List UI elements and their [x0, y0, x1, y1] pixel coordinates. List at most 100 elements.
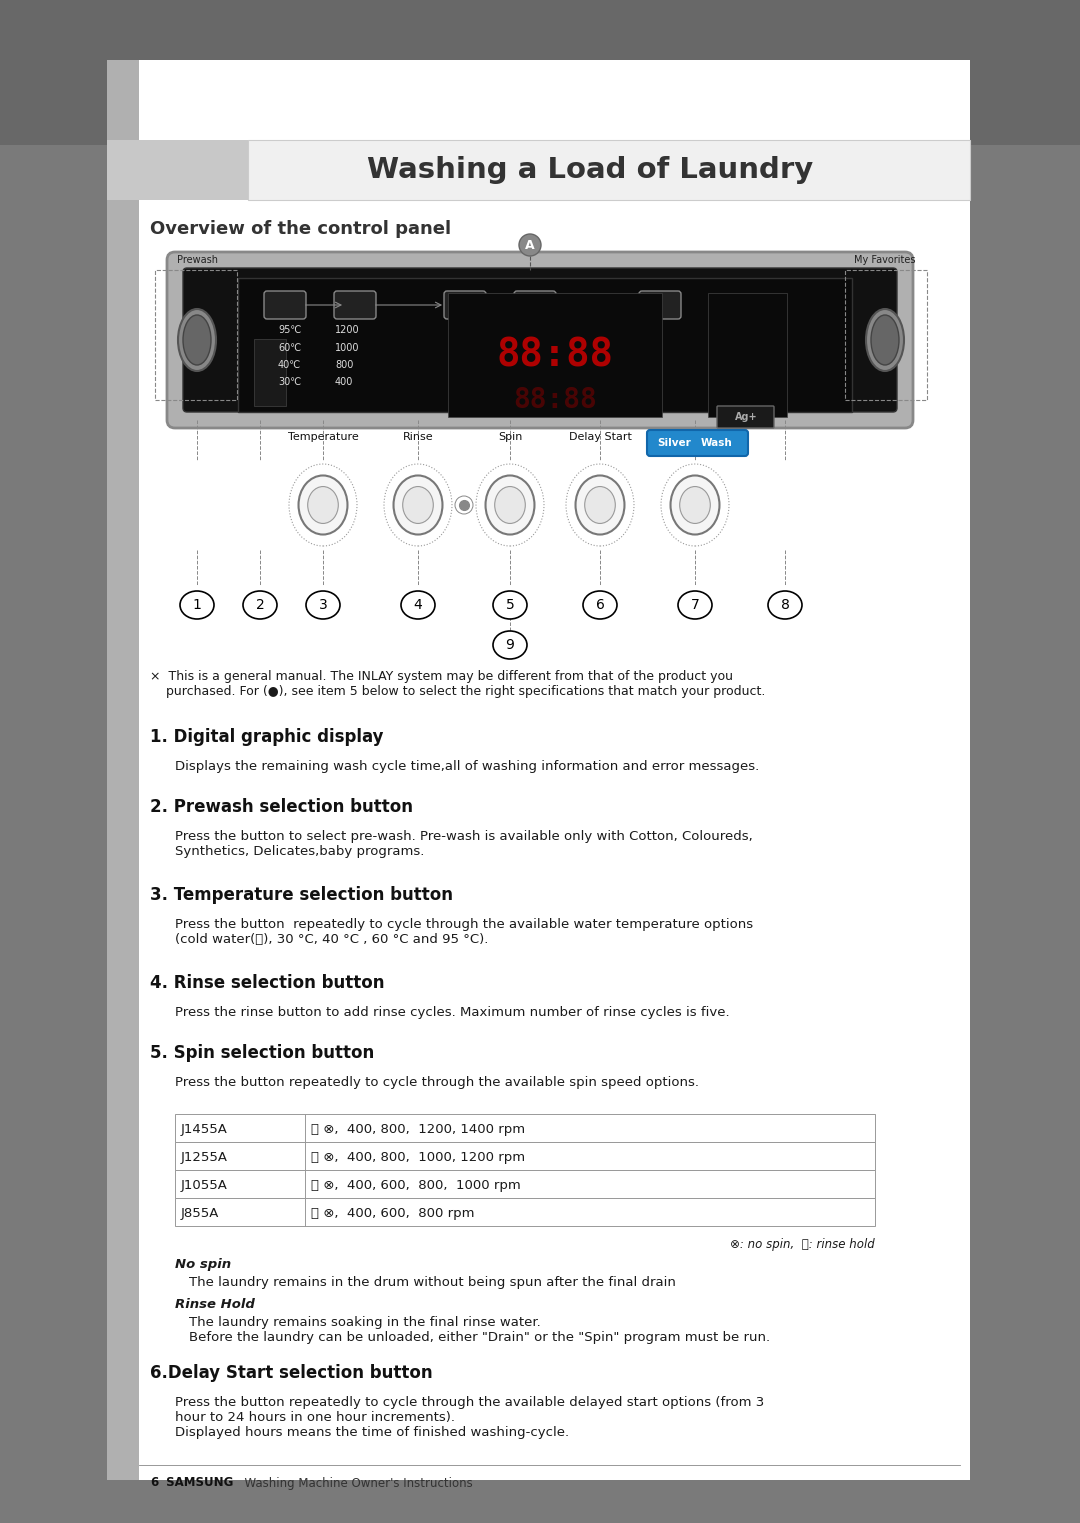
Text: 6: 6 [595, 599, 605, 612]
Ellipse shape [576, 475, 624, 535]
FancyBboxPatch shape [107, 140, 970, 200]
Text: 1: 1 [192, 599, 202, 612]
Text: 1000: 1000 [335, 343, 360, 353]
Text: Displays the remaining wash cycle time,all of washing information and error mess: Displays the remaining wash cycle time,a… [175, 760, 759, 774]
Text: Temperature: Temperature [287, 433, 359, 442]
Ellipse shape [870, 315, 899, 366]
Circle shape [519, 235, 541, 256]
FancyBboxPatch shape [334, 291, 376, 318]
FancyBboxPatch shape [254, 340, 286, 407]
Text: 5: 5 [505, 599, 514, 612]
Text: 8: 8 [781, 599, 789, 612]
Text: Ag+: Ag+ [734, 413, 757, 422]
Text: Wash: Wash [701, 439, 733, 448]
Text: ×  This is a general manual. The INLAY system may be different from that of the : × This is a general manual. The INLAY sy… [150, 670, 766, 698]
Text: 40℃: 40℃ [278, 359, 301, 370]
Text: Prewash: Prewash [176, 254, 217, 265]
Text: 1. Digital graphic display: 1. Digital graphic display [150, 728, 383, 746]
Ellipse shape [393, 475, 443, 535]
Text: 3: 3 [319, 599, 327, 612]
Text: My Favorites: My Favorites [854, 254, 916, 265]
Text: 6: 6 [150, 1476, 159, 1489]
Ellipse shape [180, 591, 214, 618]
Text: ⍉ ⊗,  400, 800,  1200, 1400 rpm: ⍉ ⊗, 400, 800, 1200, 1400 rpm [311, 1124, 525, 1136]
Text: 2: 2 [256, 599, 265, 612]
Text: Silver: Silver [657, 439, 691, 448]
Text: 30℃: 30℃ [278, 378, 301, 387]
Text: Overview of the control panel: Overview of the control panel [150, 219, 451, 238]
Text: J855A: J855A [181, 1208, 219, 1220]
Ellipse shape [243, 591, 276, 618]
Text: ⍉ ⊗,  400, 600,  800,  1000 rpm: ⍉ ⊗, 400, 600, 800, 1000 rpm [311, 1179, 521, 1193]
Text: J1455A: J1455A [181, 1124, 228, 1136]
Text: J1255A: J1255A [181, 1151, 228, 1165]
Ellipse shape [583, 591, 617, 618]
Ellipse shape [306, 591, 340, 618]
Text: 5. Spin selection button: 5. Spin selection button [150, 1043, 375, 1062]
FancyBboxPatch shape [448, 292, 662, 417]
FancyBboxPatch shape [167, 251, 913, 428]
FancyBboxPatch shape [264, 291, 306, 318]
Text: SAMSUNG: SAMSUNG [162, 1476, 233, 1489]
Text: ⍉ ⊗,  400, 800,  1000, 1200 rpm: ⍉ ⊗, 400, 800, 1000, 1200 rpm [311, 1151, 525, 1165]
Text: 4. Rinse selection button: 4. Rinse selection button [150, 975, 384, 991]
Text: The laundry remains in the drum without being spun after the final drain: The laundry remains in the drum without … [189, 1276, 676, 1288]
Ellipse shape [308, 486, 338, 524]
Ellipse shape [298, 475, 348, 535]
FancyBboxPatch shape [639, 291, 681, 318]
Text: ⊗: no spin,  ⍉: rinse hold: ⊗: no spin, ⍉: rinse hold [730, 1238, 875, 1250]
Ellipse shape [495, 486, 525, 524]
Ellipse shape [183, 315, 211, 366]
FancyBboxPatch shape [238, 279, 852, 413]
Text: Press the button repeatedly to cycle through the available delayed start options: Press the button repeatedly to cycle thr… [175, 1397, 765, 1439]
FancyBboxPatch shape [248, 140, 970, 200]
Text: 88:88: 88:88 [497, 337, 613, 375]
Text: 7: 7 [690, 599, 700, 612]
Text: Press the rinse button to add rinse cycles. Maximum number of rinse cycles is fi: Press the rinse button to add rinse cycl… [175, 1007, 730, 1019]
Ellipse shape [679, 486, 711, 524]
Text: 3. Temperature selection button: 3. Temperature selection button [150, 886, 453, 905]
Text: Washing Machine Owner's Instructions: Washing Machine Owner's Instructions [237, 1476, 473, 1489]
Ellipse shape [768, 591, 802, 618]
FancyBboxPatch shape [107, 59, 970, 1480]
Text: 60℃: 60℃ [278, 343, 301, 353]
FancyBboxPatch shape [175, 1199, 875, 1226]
Text: Rinse Hold: Rinse Hold [175, 1298, 255, 1311]
Text: No spin: No spin [175, 1258, 231, 1272]
Text: Press the button repeatedly to cycle through the available spin speed options.: Press the button repeatedly to cycle thr… [175, 1077, 699, 1089]
FancyBboxPatch shape [647, 429, 748, 455]
FancyBboxPatch shape [708, 292, 787, 417]
Ellipse shape [178, 309, 216, 372]
FancyBboxPatch shape [107, 59, 139, 1480]
Text: 1200: 1200 [335, 324, 360, 335]
FancyBboxPatch shape [717, 407, 774, 428]
Text: 9: 9 [505, 638, 514, 652]
Text: 800: 800 [335, 359, 353, 370]
Text: Press the button to select pre-wash. Pre-wash is available only with Cotton, Col: Press the button to select pre-wash. Pre… [175, 830, 753, 857]
Ellipse shape [401, 591, 435, 618]
Ellipse shape [403, 486, 433, 524]
Text: Washing a Load of Laundry: Washing a Load of Laundry [367, 155, 813, 184]
Ellipse shape [492, 591, 527, 618]
Text: Delay Start: Delay Start [568, 433, 632, 442]
Ellipse shape [492, 631, 527, 659]
Text: Spin: Spin [498, 433, 523, 442]
FancyBboxPatch shape [175, 1142, 875, 1170]
Text: ⍉ ⊗,  400, 600,  800 rpm: ⍉ ⊗, 400, 600, 800 rpm [311, 1208, 474, 1220]
Ellipse shape [678, 591, 712, 618]
FancyBboxPatch shape [175, 1113, 875, 1142]
Text: 4: 4 [414, 599, 422, 612]
Text: 95℃: 95℃ [278, 324, 301, 335]
Text: The laundry remains soaking in the final rinse water.
Before the laundry can be : The laundry remains soaking in the final… [189, 1316, 770, 1343]
Text: Rinse: Rinse [403, 433, 433, 442]
Ellipse shape [584, 486, 616, 524]
Text: 88:88: 88:88 [513, 385, 597, 414]
Ellipse shape [486, 475, 535, 535]
Ellipse shape [671, 475, 719, 535]
Text: A: A [525, 239, 535, 251]
FancyBboxPatch shape [175, 1170, 875, 1199]
Text: Press the button  repeatedly to cycle through the available water temperature op: Press the button repeatedly to cycle thr… [175, 918, 753, 946]
FancyBboxPatch shape [514, 291, 556, 318]
Ellipse shape [866, 309, 904, 372]
Text: 400: 400 [335, 378, 353, 387]
